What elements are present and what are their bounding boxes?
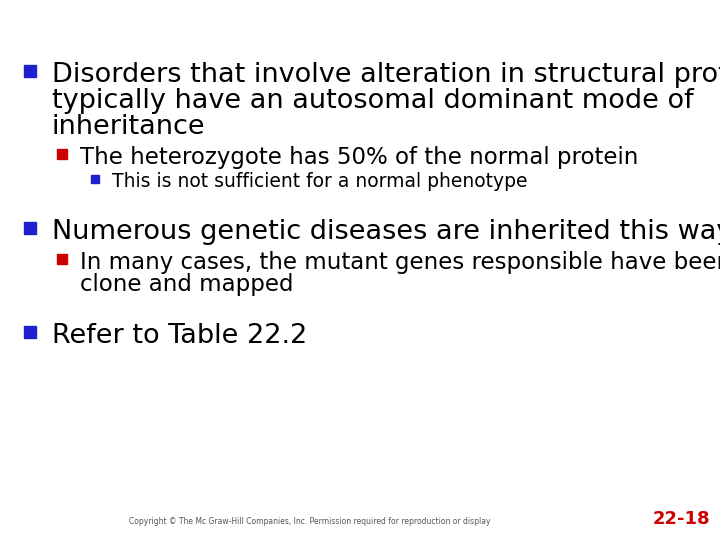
Text: Refer to Table 22.2: Refer to Table 22.2 [52, 323, 307, 349]
Text: Numerous genetic diseases are inherited this way: Numerous genetic diseases are inherited … [52, 219, 720, 245]
Text: 22-18: 22-18 [652, 510, 710, 528]
Text: This is not sufficient for a normal phenotype: This is not sufficient for a normal phen… [112, 172, 528, 191]
Text: typically have an autosomal dominant mode of: typically have an autosomal dominant mod… [52, 88, 693, 114]
Text: Copyright © The Mc Graw-Hill Companies, Inc. Permission required for reproductio: Copyright © The Mc Graw-Hill Companies, … [129, 517, 490, 526]
Text: In many cases, the mutant genes responsible have been: In many cases, the mutant genes responsi… [80, 251, 720, 274]
Text: The heterozygote has 50% of the normal protein: The heterozygote has 50% of the normal p… [80, 146, 639, 169]
Text: Disorders that involve alteration in structural proteins: Disorders that involve alteration in str… [52, 62, 720, 88]
Text: inheritance: inheritance [52, 114, 206, 140]
Text: clone and mapped: clone and mapped [80, 273, 294, 296]
